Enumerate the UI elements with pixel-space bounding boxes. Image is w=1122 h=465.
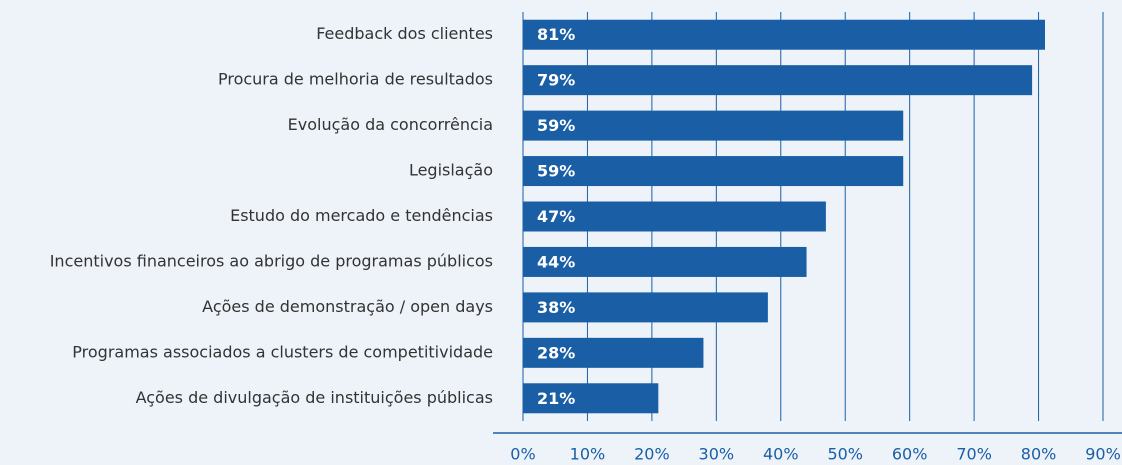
bar xyxy=(523,110,904,141)
x-tick-label: 90% xyxy=(1085,445,1121,464)
value-label: 79% xyxy=(537,71,575,90)
y-tick-label: Incentivos financeiros ao abrigo de prog… xyxy=(50,251,493,270)
bar xyxy=(523,292,768,323)
bar xyxy=(523,201,826,232)
y-tick-label: Legislação xyxy=(409,161,493,180)
value-label: 21% xyxy=(537,389,575,408)
x-tick-label: 0% xyxy=(510,445,535,464)
y-tick-label: Programas associados a clusters de compe… xyxy=(72,342,493,361)
x-tick-label: 60% xyxy=(892,445,928,464)
bar xyxy=(523,246,807,277)
bar xyxy=(523,156,904,187)
value-label: 59% xyxy=(537,116,575,135)
value-label: 38% xyxy=(537,298,575,317)
y-tick-label: Ações de demonstração / open days xyxy=(202,297,493,316)
value-label: 44% xyxy=(537,252,575,271)
bar xyxy=(523,383,659,414)
x-tick-label: 40% xyxy=(763,445,799,464)
value-label: 47% xyxy=(537,207,575,226)
bar xyxy=(523,337,704,368)
value-label: 28% xyxy=(537,343,575,362)
bar xyxy=(523,65,1033,96)
x-tick-label: 80% xyxy=(1021,445,1057,464)
value-label: 81% xyxy=(537,25,575,44)
x-tick-label: 50% xyxy=(827,445,863,464)
bar xyxy=(523,19,1045,50)
y-tick-label: Procura de melhoria de resultados xyxy=(218,70,493,89)
x-tick-label: 70% xyxy=(956,445,992,464)
x-tick-label: 20% xyxy=(634,445,670,464)
value-label: 59% xyxy=(537,162,575,181)
y-tick-label: Feedback dos clientes xyxy=(316,24,493,43)
x-tick-label: 10% xyxy=(570,445,606,464)
y-tick-label: Evolução da concorrência xyxy=(288,115,493,134)
x-tick-label: 30% xyxy=(699,445,735,464)
y-tick-label: Estudo do mercado e tendências xyxy=(230,206,493,225)
y-tick-label: Ações de divulgação de instituições públ… xyxy=(136,388,493,407)
